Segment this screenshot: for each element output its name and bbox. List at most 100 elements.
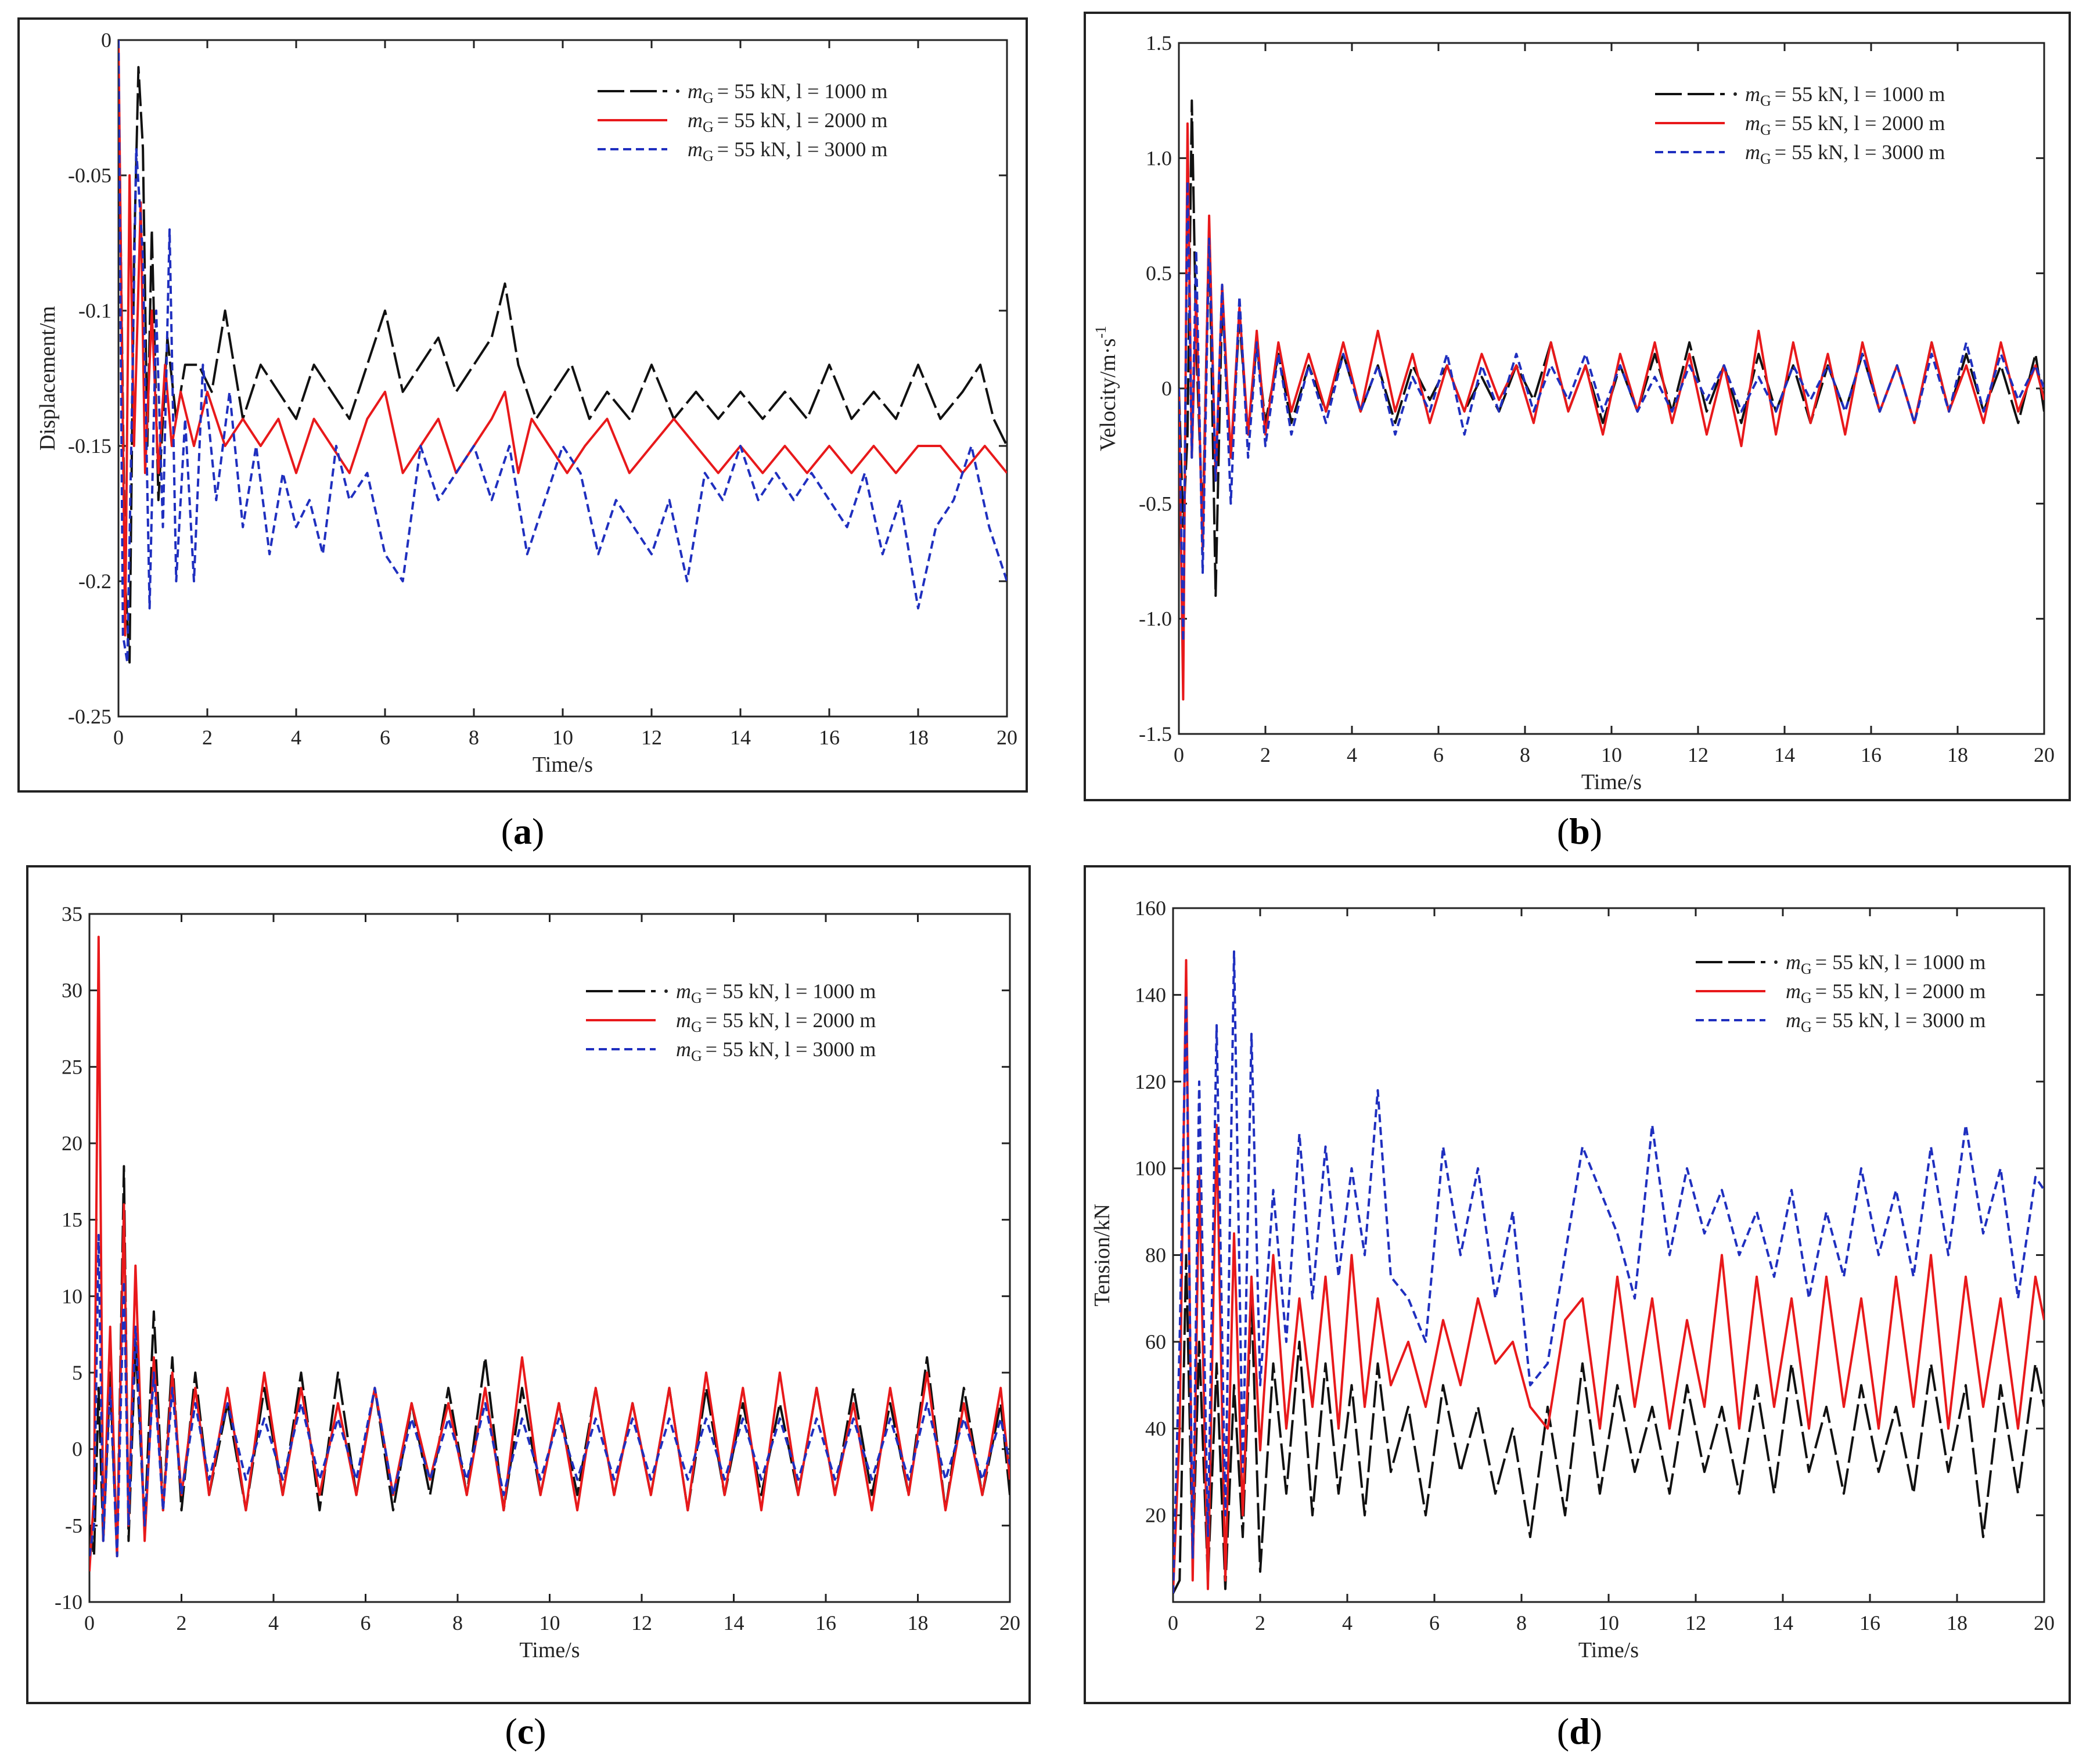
y-axis-label: Tension/kN (1090, 1204, 1114, 1306)
legend-label-3: mG = 55 kN, l = 3000 m (1786, 1009, 1986, 1035)
legend-label-2: mG = 55 kN, l = 2000 m (676, 1009, 876, 1035)
series-line-1 (89, 1165, 1010, 1557)
chart-b-svg: 0 2 4 6 8 10 12 14 16 18 20 1.5 1.0 0.5 0 -0.5 -1.0 -1.5 T… (1092, 31, 2055, 794)
legend-symbol: m (1786, 980, 1801, 1003)
y-axis-label-text: Acceleration/m·s (28, 1189, 31, 1341)
legend-text: = 55 kN, l = 1000 m (1815, 951, 1986, 974)
legend-dot (1774, 960, 1778, 964)
x-tick-label: 4 (1347, 743, 1357, 766)
y-tick-label: 40 (1145, 1417, 1166, 1440)
x-tick-label: 14 (730, 726, 751, 749)
series-line-1 (1179, 99, 2044, 597)
x-tick-label: 6 (1429, 1611, 1440, 1635)
y-tick-label: 10 (62, 1284, 82, 1308)
x-tick-label: 2 (202, 726, 213, 749)
x-tick-label: 8 (452, 1611, 463, 1635)
legend-label-3: mG = 55 kN, l = 3000 m (688, 138, 887, 164)
y-tick-label: -0.5 (1139, 492, 1172, 515)
y-tick-label: 25 (62, 1055, 82, 1078)
x-tick-label: 2 (177, 1611, 187, 1635)
legend-symbol: m (1745, 111, 1760, 135)
legend-symbol: m (688, 80, 703, 103)
legend-symbol: m (1786, 1009, 1801, 1032)
y-axis-label-sup: -1 (1092, 326, 1109, 339)
legend-label-2: mG = 55 kN, l = 2000 m (688, 109, 887, 135)
legend-subscript: G (691, 989, 702, 1006)
legend-symbol: m (1786, 951, 1801, 974)
chart-c-svg: 0 2 4 6 8 10 12 14 16 18 20 35 30 25 20 15 10 5 0 -5 -10 Time… (28, 902, 1020, 1662)
legend-dot (664, 989, 668, 993)
legend-symbol: m (676, 1009, 691, 1032)
y-tick-label: -1.5 (1139, 722, 1172, 746)
y-tick-label: 30 (62, 979, 82, 1002)
y-axis-label: Velocity/m·s-1 (1092, 326, 1120, 451)
legend-subscript: G (703, 147, 714, 164)
x-tick-label: 10 (1598, 1611, 1619, 1635)
x-tick-label: 2 (1255, 1611, 1265, 1635)
x-tick-label: 12 (1688, 743, 1708, 766)
chart-d-svg: 0 2 4 6 8 10 12 14 16 18 20 160 140 120 100 80 60 40 20 Tim… (1090, 897, 2055, 1662)
y-tick-label: 35 (62, 902, 82, 926)
legend-text: = 55 kN, l = 3000 m (1775, 141, 1945, 164)
legend-symbol: m (688, 109, 703, 132)
x-tick-label: 20 (2034, 1611, 2055, 1635)
chart-panel-c: 0 2 4 6 8 10 12 14 16 18 20 35 30 25 20 15 10 5 0 -5 -10 Time… (26, 865, 1031, 1704)
x-tick-label: 14 (1774, 743, 1795, 766)
legend-text: = 55 kN, l = 3000 m (717, 138, 888, 161)
y-tick-label: -10 (55, 1590, 82, 1614)
y-tick-label: 1.5 (1146, 31, 1172, 55)
x-tick-label: 0 (1168, 1611, 1178, 1635)
x-tick-label: 4 (291, 726, 301, 749)
x-tick-label: 8 (1516, 1611, 1527, 1635)
legend-text: = 55 kN, l = 2000 m (1815, 980, 1986, 1003)
x-tick-label: 16 (819, 726, 840, 749)
y-tick-label: -0.1 (78, 299, 111, 322)
x-tick-label: 6 (380, 726, 390, 749)
y-tick-label: 140 (1135, 983, 1166, 1006)
x-tick-label: 6 (1433, 743, 1444, 766)
x-axis-label: Time/s (533, 753, 593, 777)
legend-symbol: m (676, 980, 691, 1003)
legend-text: = 55 kN, l = 1000 m (706, 980, 876, 1003)
y-axis-label-text: Tension/kN (1090, 1204, 1114, 1306)
y-axis-label-text: Velocity/m·s (1096, 339, 1120, 451)
legend-symbol: m (1745, 82, 1760, 106)
x-tick-label: 12 (631, 1611, 652, 1635)
x-tick-label: 0 (113, 726, 124, 749)
y-tick-label: -0.05 (68, 164, 111, 187)
y-tick-label: -1.0 (1139, 607, 1172, 631)
y-tick-label: -0.25 (68, 705, 111, 728)
legend-symbol: m (1745, 141, 1760, 164)
y-tick-label: 20 (62, 1132, 82, 1155)
legend-subscript: G (691, 1047, 702, 1064)
legend-label-1: mG = 55 kN, l = 1000 m (676, 980, 876, 1006)
y-axis-label: Acceleration/m·s-2 (28, 1176, 31, 1340)
x-tick-label: 18 (908, 1611, 929, 1635)
legend-subscript: G (1760, 150, 1771, 167)
legend-dot (1733, 92, 1737, 96)
x-tick-label: 18 (1947, 743, 1968, 766)
x-tick-label: 10 (1601, 743, 1622, 766)
x-tick-label: 18 (1947, 1611, 1967, 1635)
caption-a: (a) (501, 811, 545, 852)
legend-subscript: G (703, 89, 714, 106)
caption-d: (d) (1556, 1711, 1603, 1752)
x-tick-label: 12 (1685, 1611, 1706, 1635)
legend-text: = 55 kN, l = 3000 m (706, 1038, 876, 1061)
legend-label-1: mG = 55 kN, l = 1000 m (1745, 82, 1945, 109)
y-tick-label: -0.2 (78, 570, 111, 593)
y-tick-label: -5 (65, 1514, 82, 1537)
x-tick-label: 0 (1174, 743, 1184, 766)
series-line-1 (1173, 1254, 2044, 1594)
series-line-2 (1179, 122, 2044, 701)
legend-symbol: m (688, 138, 703, 161)
x-tick-label: 14 (1772, 1611, 1793, 1635)
legend-subscript: G (1760, 92, 1771, 109)
x-tick-label: 6 (361, 1611, 371, 1635)
series-line-1 (118, 66, 1007, 664)
x-axis-label: Time/s (1578, 1638, 1639, 1662)
x-tick-label: 10 (539, 1611, 560, 1635)
x-tick-label: 10 (552, 726, 573, 749)
chart-panel-b: 0 2 4 6 8 10 12 14 16 18 20 1.5 1.0 0.5 0 -0.5 -1.0 -1.5 T… (1084, 12, 2071, 801)
chart-panel-a: 0 2 4 6 8 10 12 14 16 18 20 0 -0.05 -0.1 -0.15 -0.2 -0.2… (17, 17, 1028, 793)
